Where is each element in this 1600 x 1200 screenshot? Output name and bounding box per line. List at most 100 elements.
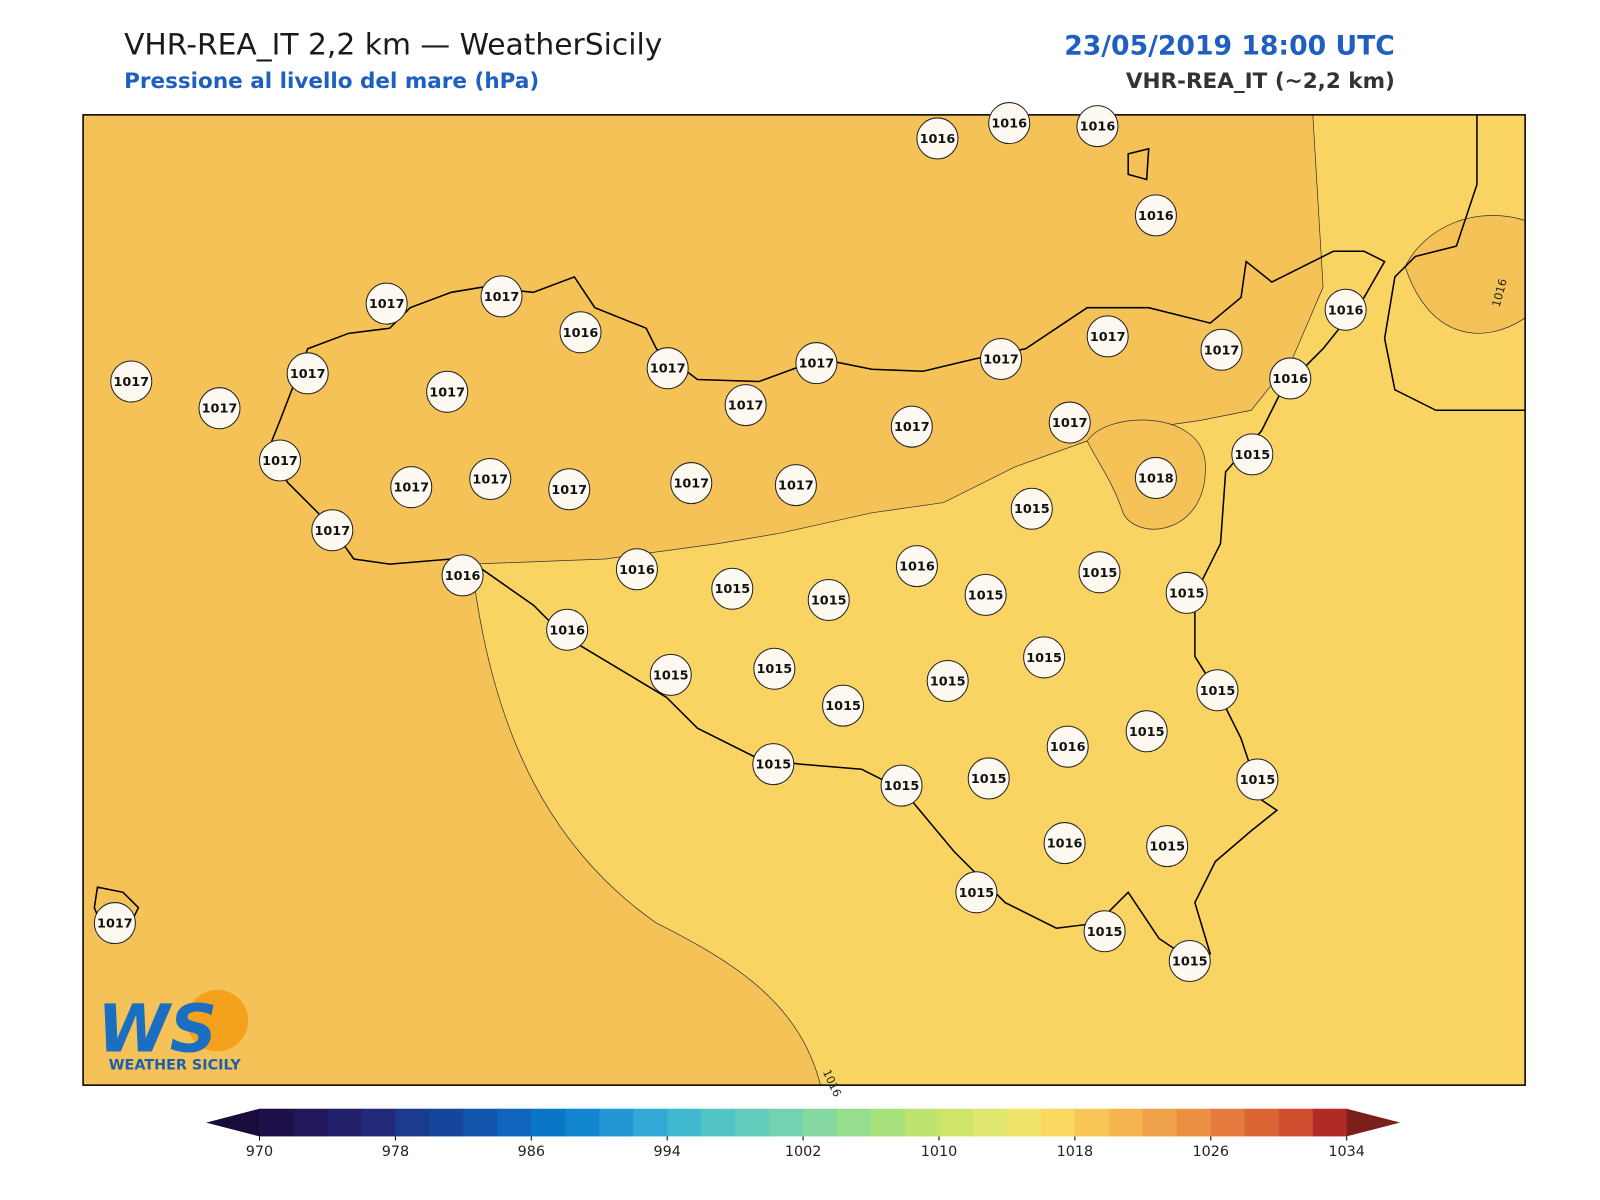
station: 1017 bbox=[979, 337, 1023, 380]
title: VHR-REA_IT 2,2 km — WeatherSicily bbox=[124, 27, 662, 62]
station-value: 1015 bbox=[1082, 566, 1118, 581]
logo-sun bbox=[186, 989, 249, 1052]
station-value: 1015 bbox=[1240, 773, 1276, 788]
colorbar-swatch bbox=[633, 1108, 668, 1137]
station: 1016 bbox=[559, 311, 602, 354]
station-value: 1017 bbox=[673, 477, 709, 492]
station-marker bbox=[1165, 571, 1208, 614]
station: 1015 bbox=[1236, 758, 1279, 801]
station-value: 1016 bbox=[991, 117, 1027, 132]
station-value: 1015 bbox=[755, 758, 791, 773]
station: 1018 bbox=[1134, 456, 1177, 499]
station: 1017 bbox=[426, 370, 469, 413]
station-marker bbox=[110, 360, 153, 403]
station-marker bbox=[198, 387, 241, 430]
station-marker bbox=[649, 653, 692, 696]
colorbar-swatch bbox=[769, 1108, 804, 1137]
colorbar-swatch bbox=[259, 1108, 294, 1137]
colorbar-swatch bbox=[1176, 1108, 1212, 1137]
station-marker bbox=[724, 384, 767, 427]
station: 1016 bbox=[546, 608, 589, 651]
colorbar-swatch bbox=[1108, 1108, 1144, 1137]
colorbar-swatch bbox=[1244, 1108, 1280, 1137]
station: 1016 bbox=[615, 548, 658, 591]
subtitle: Pressione al livello del mare (hPa) bbox=[124, 69, 539, 94]
colorbar-swatch bbox=[837, 1108, 872, 1137]
station-value: 1017 bbox=[650, 362, 686, 377]
station: 1017 bbox=[890, 405, 933, 448]
station: 1015 bbox=[1231, 433, 1274, 476]
station-marker bbox=[670, 462, 713, 505]
station: 1017 bbox=[258, 439, 302, 482]
station-marker bbox=[774, 464, 817, 507]
station-value: 1017 bbox=[314, 524, 350, 539]
station: 1016 bbox=[895, 545, 938, 588]
colorbar-tick-label: 986 bbox=[518, 1144, 545, 1160]
station: 1015 bbox=[964, 573, 1007, 616]
station: 1015 bbox=[1146, 825, 1189, 868]
station-value: 1017 bbox=[551, 483, 587, 498]
station-value: 1015 bbox=[714, 582, 750, 597]
station-marker bbox=[1134, 194, 1177, 237]
station-marker bbox=[964, 573, 1007, 616]
map-area bbox=[83, 114, 1526, 1086]
station: 1015 bbox=[1168, 940, 1211, 983]
station: 1015 bbox=[752, 743, 795, 786]
station-value: 1017 bbox=[393, 481, 429, 496]
station-marker bbox=[426, 370, 469, 413]
station: 1017 bbox=[390, 466, 433, 509]
station-value: 1015 bbox=[811, 594, 847, 609]
station-value: 1017 bbox=[113, 375, 149, 390]
station: 1017 bbox=[110, 360, 153, 403]
colorbar-swatch bbox=[1312, 1108, 1348, 1137]
station-marker bbox=[311, 509, 354, 552]
station-marker bbox=[1231, 433, 1274, 476]
station: 1016 bbox=[441, 554, 484, 597]
station-marker bbox=[1168, 940, 1211, 983]
colorbar-swatch bbox=[1074, 1108, 1110, 1137]
station-marker bbox=[441, 554, 484, 597]
station-value: 1015 bbox=[1234, 448, 1270, 463]
station: 1016 bbox=[1046, 725, 1089, 768]
station-marker bbox=[979, 337, 1023, 380]
station-value: 1016 bbox=[1138, 209, 1174, 224]
station-marker bbox=[1269, 357, 1312, 400]
station-value: 1015 bbox=[653, 668, 689, 683]
station-marker bbox=[1200, 328, 1243, 371]
station-value: 1017 bbox=[97, 917, 133, 932]
station-marker bbox=[365, 282, 408, 325]
station: 1017 bbox=[724, 384, 767, 427]
colorbar-tick-label: 1018 bbox=[1057, 1144, 1094, 1160]
colorbar-swatch bbox=[871, 1108, 906, 1137]
station: 1016 bbox=[988, 102, 1031, 145]
station: 1015 bbox=[967, 757, 1010, 800]
colorbar-swatch bbox=[1142, 1108, 1178, 1137]
station-value: 1016 bbox=[1272, 372, 1308, 387]
station: 1015 bbox=[753, 647, 796, 690]
station-marker bbox=[1078, 551, 1121, 594]
colorbar-swatch bbox=[1210, 1108, 1246, 1137]
map-frame bbox=[82, 114, 1526, 1086]
colorbar-swatch bbox=[565, 1108, 600, 1137]
station-value: 1015 bbox=[825, 699, 861, 714]
station: 1017 bbox=[795, 342, 838, 385]
station: 1016 bbox=[1269, 357, 1312, 400]
colorbar-tick-label: 1002 bbox=[785, 1144, 822, 1160]
station-marker bbox=[646, 347, 689, 390]
station-marker bbox=[546, 608, 589, 651]
station-value: 1015 bbox=[1169, 586, 1205, 601]
station: 1017 bbox=[365, 282, 408, 325]
station-marker bbox=[895, 545, 938, 588]
station-marker bbox=[1236, 758, 1279, 801]
station-value: 1017 bbox=[1052, 416, 1088, 431]
station-marker bbox=[286, 352, 329, 395]
station-marker bbox=[1324, 288, 1367, 331]
colorbar-tick-label: 994 bbox=[653, 1144, 680, 1160]
station-value: 1015 bbox=[971, 772, 1007, 787]
logo-mark: WS bbox=[97, 991, 217, 1067]
station: 1017 bbox=[1086, 315, 1129, 358]
colorbar-swatch bbox=[599, 1108, 634, 1137]
colorbar-tick-label: 978 bbox=[382, 1144, 409, 1160]
station-marker bbox=[1196, 669, 1239, 712]
station-value: 1017 bbox=[728, 399, 764, 414]
